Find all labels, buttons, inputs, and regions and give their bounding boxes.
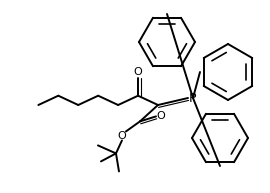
Text: O: O: [157, 111, 165, 121]
Text: P: P: [189, 91, 197, 104]
Text: O: O: [134, 67, 143, 77]
Text: O: O: [118, 131, 126, 141]
